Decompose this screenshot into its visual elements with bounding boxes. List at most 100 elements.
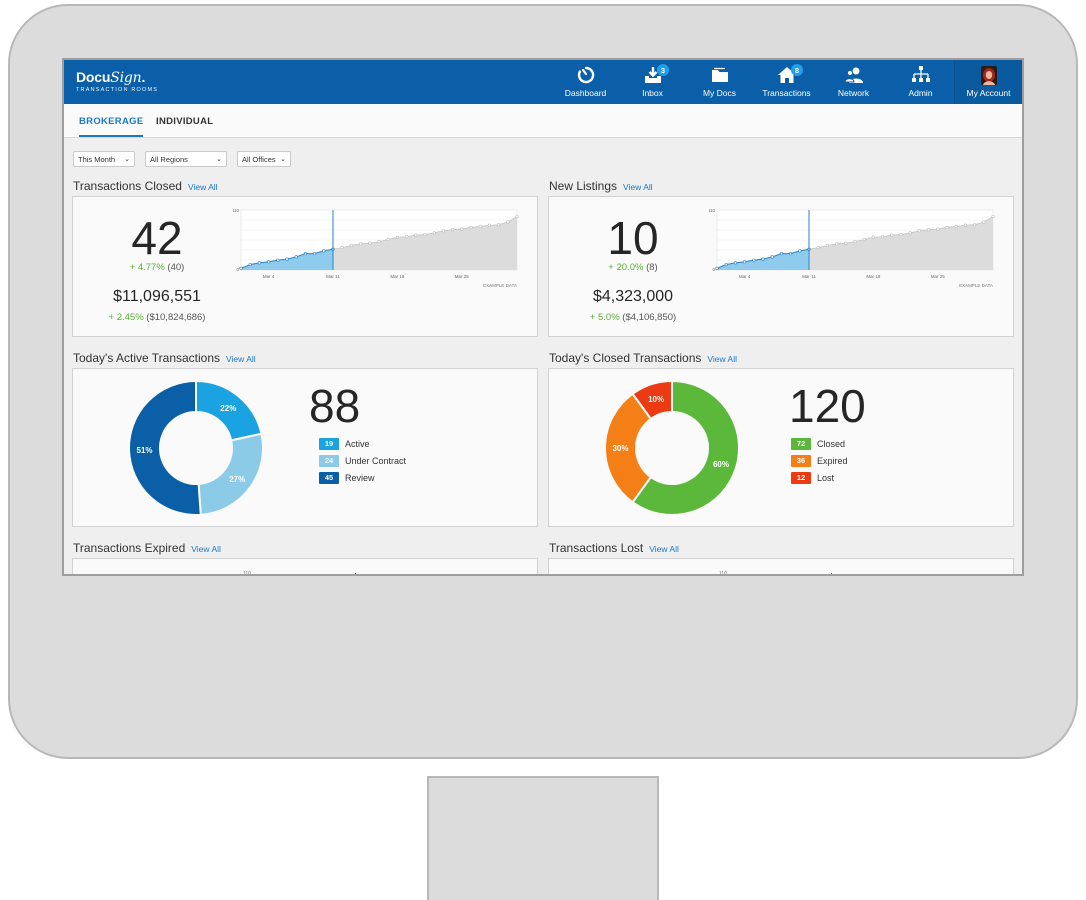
chart-data-point: [506, 220, 510, 224]
active-total: 88: [309, 380, 361, 432]
docusign-logo[interactable]: DocuSign. TRANSACTION ROOMS: [76, 69, 159, 93]
legend-item: 72 Closed: [791, 435, 848, 452]
closed-transactions-title: Today's Closed Transactions View All: [549, 351, 737, 365]
monitor-stand: [427, 776, 659, 900]
chart-x-tick-label: Mar 25: [455, 274, 470, 279]
chart-data-point: [405, 235, 409, 239]
inbox-icon: [643, 65, 663, 85]
app-screen: DocuSign. TRANSACTION ROOMS Dashboard 3 …: [62, 58, 1024, 576]
section-title-text: Transactions Expired: [73, 541, 186, 555]
chart-data-point: [266, 260, 271, 264]
new-listings-trend-chart: 110 0 Mar 4 Mar 11 Mar 18 Mar 25 EXAMPLE DATA: [709, 208, 995, 288]
active-legend: 19 Active 24 Under Contract 45 Review: [319, 435, 406, 486]
filter-period-select[interactable]: This Month ⌄: [73, 151, 135, 167]
listings-change-line: + 20.0% (8): [573, 262, 693, 273]
listings-prev: (8): [646, 262, 658, 273]
closed-amount: $11,096,551: [113, 288, 201, 305]
closed-change: + 4.77%: [129, 262, 165, 273]
chart-data-point: [248, 262, 252, 267]
chart-data-point: [890, 233, 894, 237]
chart-data-point: [871, 235, 875, 239]
nav-inbox[interactable]: 3 Inbox: [619, 60, 686, 104]
new-listings-card: 10 + 20.0% (8) $4,323,000 + 5.0% ($4,106…: [548, 196, 1014, 337]
tab-brokerage[interactable]: BROKERAGE: [79, 116, 144, 137]
chart-data-point: [973, 223, 977, 227]
chart-data-point: [742, 260, 747, 264]
chart-data-point: [441, 229, 445, 233]
nav-dashboard[interactable]: Dashboard: [552, 60, 619, 104]
donut-slice: [128, 379, 202, 516]
nav-transactions[interactable]: 8 Transactions: [753, 60, 820, 104]
chart-example-note: EXAMPLE DATA: [959, 283, 993, 288]
transactions-closed-trend-chart: 110 0 Mar 4 Mar 11 Mar 18 Mar 25 EXAMPLE DATA: [233, 208, 519, 288]
legend-count-badge: 24: [319, 454, 339, 467]
legend-count-badge: 36: [791, 454, 811, 467]
legend-label: Expired: [817, 455, 848, 466]
legend-count-badge: 45: [319, 471, 339, 484]
chart-data-point: [294, 255, 298, 259]
nav-label-inbox: Inbox: [642, 88, 663, 98]
chart-data-point: [733, 261, 738, 265]
transactions-closed-title: Transactions Closed View All: [73, 179, 218, 193]
donut-slice-label: 22%: [220, 404, 236, 413]
section-title-text: Transactions Lost: [549, 541, 644, 555]
legend-item: 24 Under Contract: [319, 452, 406, 469]
chart-data-point: [954, 224, 958, 228]
view-all-link[interactable]: View All: [623, 182, 653, 192]
nav-my-docs[interactable]: My Docs: [686, 60, 753, 104]
chart-data-point: [917, 229, 921, 233]
nav-network[interactable]: Network: [820, 60, 887, 104]
donut-slice: [631, 379, 673, 421]
view-all-link[interactable]: View All: [226, 354, 256, 364]
filter-office-select[interactable]: All Offices ⌄: [237, 151, 291, 167]
chart-x-tick-label: Mar 18: [866, 274, 881, 279]
chevron-down-icon: ⌄: [216, 156, 222, 163]
filter-period-value: This Month: [78, 155, 116, 164]
logo-main-text: Docu: [76, 69, 111, 85]
new-listings-title: New Listings View All: [549, 179, 653, 193]
chart-data-point: [322, 249, 326, 253]
chart-data-point: [478, 224, 482, 228]
nav-label-transactions: Transactions: [762, 88, 811, 98]
chart-data-point: [414, 233, 418, 237]
chart-gridline: [243, 574, 528, 575]
nav-label-my-docs: My Docs: [702, 88, 737, 98]
listings-count: 10: [607, 212, 659, 264]
nav-my-account[interactable]: My Account: [954, 60, 1022, 104]
closed-prev: (40): [167, 262, 185, 273]
chart-data-point: [340, 246, 344, 250]
section-title-text: New Listings: [549, 179, 618, 193]
today-closed-legend: 72 Closed 36 Expired 12 Lost: [791, 435, 848, 486]
chart-x-tick-label: Mar 11: [326, 274, 340, 279]
chart-data-point: [451, 228, 455, 232]
chevron-down-icon: ⌄: [280, 156, 286, 163]
listings-amount: $4,323,000: [592, 288, 674, 305]
chart-data-point: [724, 262, 728, 267]
view-all-link[interactable]: View All: [191, 544, 221, 554]
transactions-lost-title: Transactions Lost View All: [549, 541, 679, 555]
legend-count-badge: 12: [791, 471, 811, 484]
org-chart-icon: [911, 65, 931, 85]
chart-example-note: EXAMPLE DATA: [483, 283, 517, 288]
filter-region-select[interactable]: All Regions ⌄: [145, 151, 227, 167]
view-all-link[interactable]: View All: [187, 182, 218, 192]
chart-data-point: [303, 252, 307, 256]
transactions-lost-card: 110: [548, 558, 1014, 575]
chart-gridline: [719, 574, 1004, 575]
view-all-link[interactable]: View All: [649, 544, 679, 554]
chart-data-point: [798, 249, 802, 253]
nav-admin[interactable]: Admin: [887, 60, 954, 104]
main-nav: Dashboard 3 Inbox My Docs 8 Tra: [552, 60, 1022, 104]
chart-data-point: [779, 252, 783, 256]
chart-data-point: [936, 227, 940, 231]
tab-individual[interactable]: INDIVIDUAL: [156, 116, 214, 127]
closed-amount-change: + 2.45%: [108, 312, 144, 323]
chart-data-point: [432, 231, 436, 235]
chart-x-tick-label: Mar 18: [390, 274, 405, 279]
chart-data-point: [752, 258, 756, 262]
chart-x-tick-label: Mar 4: [739, 274, 751, 279]
top-nav-bar: DocuSign. TRANSACTION ROOMS Dashboard 3 …: [64, 60, 1022, 104]
chart-data-point: [312, 252, 317, 256]
view-all-link[interactable]: View All: [707, 354, 737, 364]
donut-slice-label: 30%: [612, 444, 628, 453]
